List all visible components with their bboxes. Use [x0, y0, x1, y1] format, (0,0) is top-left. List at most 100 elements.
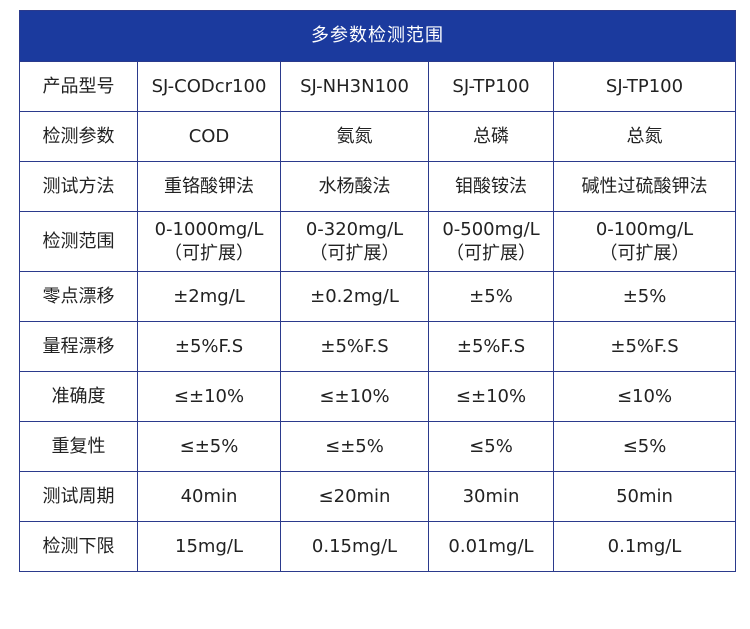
cell-text: （可扩展） [599, 242, 690, 264]
cell-text: ≤±10% [173, 385, 245, 407]
cell-text: 重铬酸钾法 [164, 175, 254, 197]
table-cell: ±5%F.S [552, 321, 737, 372]
row-label: 测试方法 [19, 161, 138, 212]
table-cell: 0.01mg/L [428, 521, 554, 572]
cell-text: ±5%F.S [610, 335, 679, 357]
table-cell: ≤±10% [280, 371, 429, 422]
cell-text: ±5% [622, 285, 667, 307]
table-cell: 15mg/L [137, 521, 281, 572]
cell-text: （可扩展） [309, 242, 400, 264]
table-cell: ≤±10% [428, 371, 554, 422]
cell-text: ≤±5% [325, 435, 384, 457]
spec-table: 多参数检测范围 产品型号 SJ-CODcr100 SJ-NH3N100 SJ-TP10… [18, 10, 737, 572]
cell-text: 总氮 [626, 125, 663, 147]
cell-text: 0.01mg/L [448, 535, 534, 557]
table-cell: ≤±5% [137, 421, 281, 472]
table-cell: 总磷 [428, 111, 554, 162]
row-label: 量程漂移 [19, 321, 138, 372]
table-cell: 0-320mg/L （可扩展） [280, 211, 429, 272]
table-cell: ≤±5% [280, 421, 429, 472]
table-cell: ±5%F.S [280, 321, 429, 372]
cell-text: SJ-CODcr100 [151, 75, 267, 97]
table-row: 量程漂移 ±5%F.S ±5%F.S ±5%F.S ±5%F.S [19, 321, 737, 372]
table-cell: SJ-TP100 [552, 61, 737, 112]
table-title: 多参数检测范围 [18, 10, 737, 62]
cell-text: （可扩展） [164, 242, 254, 264]
table-cell: 30min [428, 471, 554, 522]
table-cell: ≤±10% [137, 371, 281, 422]
table-row: 检测范围 0-1000mg/L （可扩展） 0-320mg/L （可扩展） 0-500mg… [19, 211, 737, 272]
cell-text: 0.15mg/L [311, 535, 398, 557]
row-label: 检测范围 [19, 211, 138, 272]
table-cell: 钼酸铵法 [428, 161, 554, 212]
table-cell: 0.1mg/L [552, 521, 737, 572]
row-label: 检测参数 [19, 111, 138, 162]
table-cell: ±5% [428, 271, 554, 322]
cell-text: ≤20min [318, 485, 391, 507]
table-cell: 碱性过硫酸钾法 [552, 161, 737, 212]
table-row: 检测参数 COD 氨氮 总磷 总氮 [19, 111, 737, 162]
table-row: 测试周期 40min ≤20min 30min 50min [19, 471, 737, 522]
cell-text: ≤10% [616, 385, 673, 407]
cell-text: ±5%F.S [320, 335, 389, 357]
cell-text: ≤±5% [179, 435, 239, 457]
table-row: 准确度 ≤±10% ≤±10% ≤±10% ≤10% [19, 371, 737, 422]
table-cell: 50min [552, 471, 737, 522]
row-label: 产品型号 [19, 61, 138, 112]
row-label: 测试周期 [19, 471, 138, 522]
table-cell: SJ-TP100 [428, 61, 554, 112]
table-cell: ≤10% [552, 371, 737, 422]
table-cell: ±2mg/L [137, 271, 281, 322]
table-cell: ≤20min [280, 471, 429, 522]
table-cell: 总氮 [552, 111, 737, 162]
cell-text: 0-100mg/L [595, 219, 694, 241]
row-label: 检测下限 [19, 521, 138, 572]
row-label: 重复性 [19, 421, 138, 472]
cell-text: ±5% [469, 285, 513, 307]
cell-text: ≤5% [622, 435, 667, 457]
table-cell: 40min [137, 471, 281, 522]
cell-text: ±5%F.S [456, 335, 526, 357]
table-cell: COD [137, 111, 281, 162]
cell-text: 0-500mg/L [442, 219, 540, 241]
cell-text: ≤±10% [455, 385, 527, 407]
table-cell: 0-500mg/L （可扩展） [428, 211, 554, 272]
cell-text: 15mg/L [175, 535, 243, 557]
table-row: 产品型号 SJ-CODcr100 SJ-NH3N100 SJ-TP100 SJ-TP10… [19, 61, 737, 112]
cell-text: 钼酸铵法 [455, 175, 527, 197]
table-cell: 氨氮 [280, 111, 429, 162]
table-cell: ±5% [552, 271, 737, 322]
cell-text: SJ-TP100 [452, 75, 530, 97]
table-cell: 0.15mg/L [280, 521, 429, 572]
cell-text: ±2mg/L [173, 285, 245, 307]
cell-text: ±5%F.S [174, 335, 244, 357]
cell-text: （可扩展） [446, 242, 536, 264]
cell-text: 50min [616, 485, 673, 507]
cell-text: ±0.2mg/L [310, 285, 399, 307]
table-cell: 0-1000mg/L （可扩展） [137, 211, 281, 272]
table-body: 产品型号 SJ-CODcr100 SJ-NH3N100 SJ-TP100 SJ-TP10… [19, 61, 737, 572]
table-cell: ±5%F.S [137, 321, 281, 372]
table-row: 测试方法 重铬酸钾法 水杨酸法 钼酸铵法 碱性过硫酸钾法 [19, 161, 737, 212]
cell-text: ≤±10% [319, 385, 390, 407]
cell-text: 水杨酸法 [318, 175, 391, 197]
cell-text: ≤5% [469, 435, 513, 457]
cell-text: 碱性过硫酸钾法 [581, 175, 708, 197]
row-label: 准确度 [19, 371, 138, 422]
table-row: 检测下限 15mg/L 0.15mg/L 0.01mg/L 0.1mg/L [19, 521, 737, 572]
cell-text: SJ-NH3N100 [300, 75, 409, 97]
table-cell: 水杨酸法 [280, 161, 429, 212]
cell-text: 氨氮 [336, 125, 373, 147]
table-cell: SJ-CODcr100 [137, 61, 281, 112]
table-row: 重复性 ≤±5% ≤±5% ≤5% ≤5% [19, 421, 737, 472]
cell-text: COD [188, 125, 230, 147]
table-cell: 0-100mg/L （可扩展） [552, 211, 737, 272]
cell-text: 30min [462, 485, 520, 507]
table-cell: ≤5% [428, 421, 554, 472]
table-cell: ≤5% [552, 421, 737, 472]
table-cell: 重铬酸钾法 [137, 161, 281, 212]
cell-text: 0-320mg/L [305, 219, 404, 241]
cell-text: 0-1000mg/L [154, 219, 264, 241]
table-cell: SJ-NH3N100 [280, 61, 429, 112]
row-label: 零点漂移 [19, 271, 138, 322]
